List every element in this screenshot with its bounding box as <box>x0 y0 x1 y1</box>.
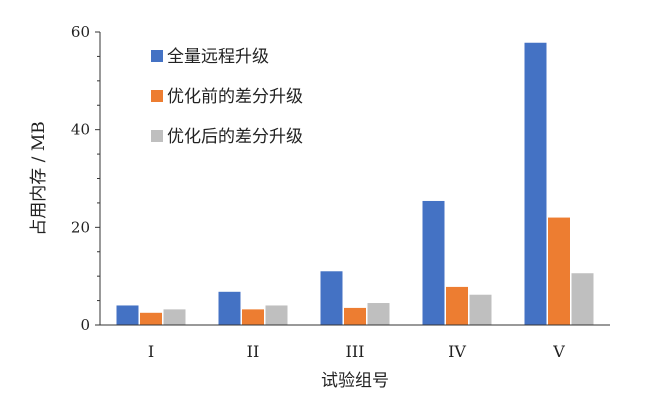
bar-iv-series-3 <box>469 294 492 325</box>
legend-swatch-1 <box>151 50 163 62</box>
legend-swatch-2 <box>151 90 163 102</box>
x-tick-label: V <box>552 342 565 361</box>
x-axis-tick-labels: I II III IV V <box>148 342 565 361</box>
x-tick-label: I <box>148 342 154 361</box>
bar-v-series-1 <box>524 42 547 325</box>
bar-ii-series-2 <box>242 309 264 325</box>
x-tick-label: IV <box>448 342 466 361</box>
bar-iv-series-1 <box>422 200 445 325</box>
bars-group <box>116 42 594 325</box>
y-tick-label: 40 <box>71 121 90 139</box>
y-tick-label: 0 <box>80 316 90 334</box>
legend-label-1: 全量远程升级 <box>167 47 269 67</box>
bar-iii-series-1 <box>320 271 343 325</box>
bar-iii-series-2 <box>344 307 366 325</box>
legend-label-2: 优化前的差分升级 <box>167 87 303 107</box>
y-tick-label: 20 <box>71 218 90 236</box>
bar-iii-series-3 <box>367 303 390 325</box>
bar-iv-series-2 <box>446 286 468 325</box>
bar-ii-series-3 <box>265 305 288 325</box>
legend-swatch-3 <box>151 130 163 142</box>
bar-i-series-2 <box>140 312 162 325</box>
bar-v-series-3 <box>571 273 594 325</box>
legend-label-3: 优化后的差分升级 <box>167 127 303 147</box>
y-axis-title: 占用内存 / MB <box>29 121 49 235</box>
y-tick-label: 60 <box>71 23 90 41</box>
x-tick-label: II <box>247 342 260 361</box>
x-axis-title: 试验组号 <box>321 371 389 391</box>
x-tick-label: III <box>346 342 365 361</box>
y-axis-ticks: 0 20 40 60 <box>71 23 100 334</box>
bar-ii-series-1 <box>218 291 241 325</box>
bar-i-series-1 <box>116 305 139 325</box>
bar-v-series-2 <box>548 217 570 325</box>
bar-i-series-3 <box>163 309 186 325</box>
